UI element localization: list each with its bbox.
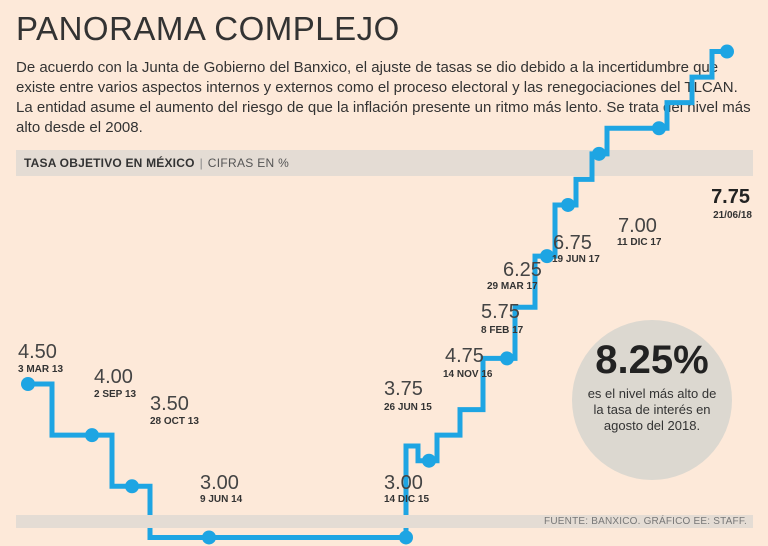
- callout-value: 8.25%: [595, 338, 709, 382]
- header-separator: |: [199, 156, 203, 170]
- point-date-label: 8 FEB 17: [481, 325, 524, 336]
- data-point: [561, 197, 575, 212]
- point-date-label: 14 DIC 15: [384, 494, 429, 505]
- source-footer: FUENTE: BANXICO. GRÁFICO EE: STAFF.: [16, 515, 753, 528]
- data-point: [592, 146, 606, 161]
- point-value-label: 7.75: [711, 186, 750, 208]
- data-point: [500, 351, 514, 366]
- point-value-label: 6.25: [503, 259, 542, 281]
- page-title: PANORAMA COMPLEJO: [16, 10, 400, 47]
- point-date-label: 11 DIC 17: [617, 237, 662, 248]
- point-date-label: 19 JUN 17: [552, 254, 600, 265]
- point-date-label: 3 MAR 13: [18, 364, 63, 375]
- data-point: [652, 121, 666, 136]
- data-point: [125, 479, 139, 494]
- point-value-label: 6.75: [553, 232, 592, 254]
- callout-text: es el nivel más alto de la tasa de inter…: [587, 386, 717, 433]
- point-date-label: 26 JUN 15: [384, 402, 432, 413]
- point-value-label: 3.00: [200, 472, 239, 494]
- point-value-label: 3.75: [384, 378, 423, 400]
- point-value-label: 5.75: [481, 301, 520, 323]
- data-point: [399, 530, 413, 545]
- chart-header: TASA OBJETIVO EN MÉXICO | CIFRAS EN %: [16, 150, 753, 176]
- chart-units: CIFRAS EN %: [207, 156, 290, 170]
- data-point: [85, 428, 99, 443]
- point-date-label: 29 MAR 17: [487, 281, 538, 292]
- chart-title: TASA OBJETIVO EN MÉXICO: [24, 156, 195, 170]
- data-point: [540, 249, 554, 264]
- point-value-label: 4.75: [445, 345, 484, 367]
- point-value-label: 3.00: [384, 472, 423, 494]
- point-date-label: 28 OCT 13: [150, 416, 199, 427]
- data-point: [202, 530, 216, 545]
- point-date-label: 2 SEP 13: [94, 389, 137, 400]
- intro-paragraph: De acuerdo con la Junta de Gobierno del …: [16, 59, 751, 136]
- point-value-label: 4.00: [94, 366, 133, 388]
- point-date-label: 21/06/18: [713, 210, 752, 221]
- point-value-label: 7.00: [618, 215, 657, 237]
- highlight-callout: 8.25% es el nivel más alto de la tasa de…: [572, 320, 732, 480]
- data-point: [422, 453, 436, 468]
- point-date-label: 9 JUN 14: [200, 494, 243, 505]
- point-value-label: 3.50: [150, 393, 189, 415]
- point-date-label: 14 NOV 16: [443, 369, 493, 380]
- point-value-label: 4.50: [18, 341, 57, 363]
- data-point: [720, 44, 734, 59]
- data-point: [21, 377, 35, 391]
